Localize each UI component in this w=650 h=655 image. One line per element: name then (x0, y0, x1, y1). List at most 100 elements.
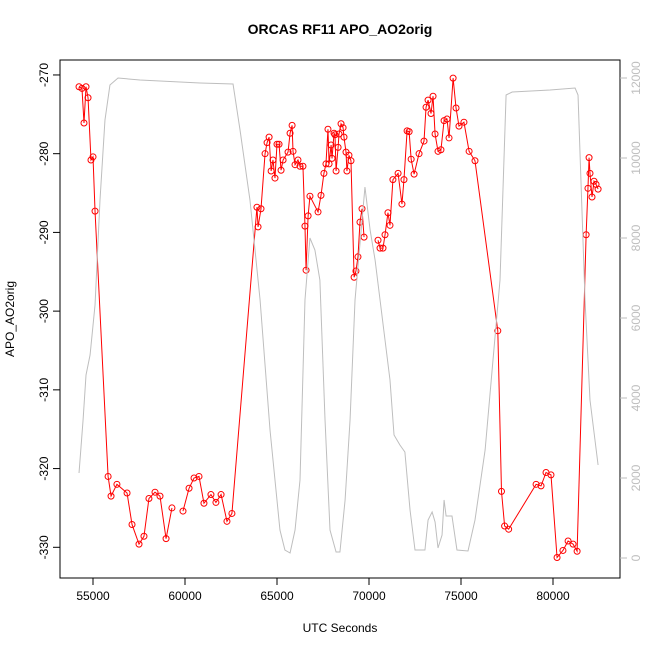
y2-tick-label: 2000 (629, 464, 643, 491)
data-point (304, 212, 312, 220)
data-point (384, 209, 392, 217)
data-point (327, 141, 335, 149)
data-point (422, 103, 430, 111)
data-point (586, 169, 594, 177)
data-point (78, 84, 86, 92)
data-point (294, 156, 302, 164)
plot-frame (59, 59, 621, 579)
data-point (354, 253, 362, 261)
data-point (301, 222, 309, 230)
data-point (340, 133, 348, 141)
data-point (443, 115, 451, 123)
data-point (296, 162, 304, 170)
data-point (347, 157, 355, 165)
data-point (452, 104, 460, 112)
data-point (123, 489, 131, 497)
x-tick-label: 65000 (260, 589, 294, 603)
data-point (431, 130, 439, 138)
data-point (254, 223, 262, 231)
data-point (379, 244, 387, 252)
data-point (253, 203, 261, 211)
data-point (302, 266, 310, 274)
y-tick-label: -310 (37, 378, 51, 402)
data-point (335, 130, 343, 138)
data-point (420, 137, 428, 145)
y-tick-label: -320 (37, 456, 51, 480)
y-tick-label: -270 (37, 63, 51, 87)
data-point (494, 327, 502, 335)
y-tick-label: -280 (37, 141, 51, 165)
data-point (80, 119, 88, 127)
data-point (564, 537, 572, 545)
data-point (267, 167, 275, 175)
data-point (314, 208, 322, 216)
y-axis-label: APO_AO2orig (3, 281, 17, 357)
data-point (332, 167, 340, 175)
data-point (389, 176, 397, 184)
data-point (386, 221, 394, 229)
data-point (212, 498, 220, 506)
data-point (584, 184, 592, 192)
data-point (449, 74, 457, 82)
data-point (91, 207, 99, 215)
data-point (107, 492, 115, 500)
data-point (288, 121, 296, 129)
data-point (497, 487, 505, 495)
data-point (537, 482, 545, 490)
altitude-line (78, 77, 599, 554)
data-point (358, 205, 366, 213)
data-point (113, 480, 121, 488)
data-point (279, 156, 287, 164)
chart-title: ORCAS RF11 APO_AO2orig (248, 21, 433, 37)
data-point (195, 472, 203, 480)
data-point (168, 504, 176, 512)
data-point (330, 129, 338, 137)
data-point (415, 150, 423, 158)
data-point (317, 191, 325, 199)
y2-tick-label: 10000 (629, 141, 643, 175)
data-point (559, 546, 567, 554)
data-point (145, 494, 153, 502)
data-point (277, 166, 285, 174)
data-point (400, 176, 408, 184)
data-point (547, 471, 555, 479)
data-point (306, 192, 314, 200)
data-point (185, 484, 193, 492)
data-point (151, 488, 159, 496)
data-point (320, 169, 328, 177)
data-point (339, 124, 347, 132)
data-point (394, 169, 402, 177)
data-point (381, 231, 389, 239)
data-point (405, 128, 413, 136)
data-point (352, 267, 360, 275)
data-point (128, 520, 136, 528)
data-point (217, 491, 225, 499)
data-point (273, 140, 281, 148)
data-point (356, 218, 364, 226)
data-point (532, 480, 540, 488)
data-point (398, 200, 406, 208)
x-tick-label: 75000 (444, 589, 478, 603)
data-point (162, 535, 170, 543)
data-point (407, 155, 415, 163)
y2-tick-label: 6000 (629, 304, 643, 331)
data-point (331, 131, 339, 139)
data-point (261, 150, 269, 158)
data-point (179, 507, 187, 515)
data-point (337, 120, 345, 128)
data-point (553, 554, 561, 562)
data-point (437, 146, 445, 154)
data-point (505, 525, 513, 533)
data-point (460, 118, 468, 126)
y2-tick-label: 12000 (629, 61, 643, 95)
data-point (284, 148, 292, 156)
data-point (228, 509, 236, 517)
data-point (569, 540, 577, 548)
data-point (427, 110, 435, 118)
y2-tick-label: 8000 (629, 224, 643, 251)
data-point (424, 96, 432, 104)
data-point (465, 147, 473, 155)
y-tick-label: -290 (37, 220, 51, 244)
data-point (89, 153, 97, 161)
